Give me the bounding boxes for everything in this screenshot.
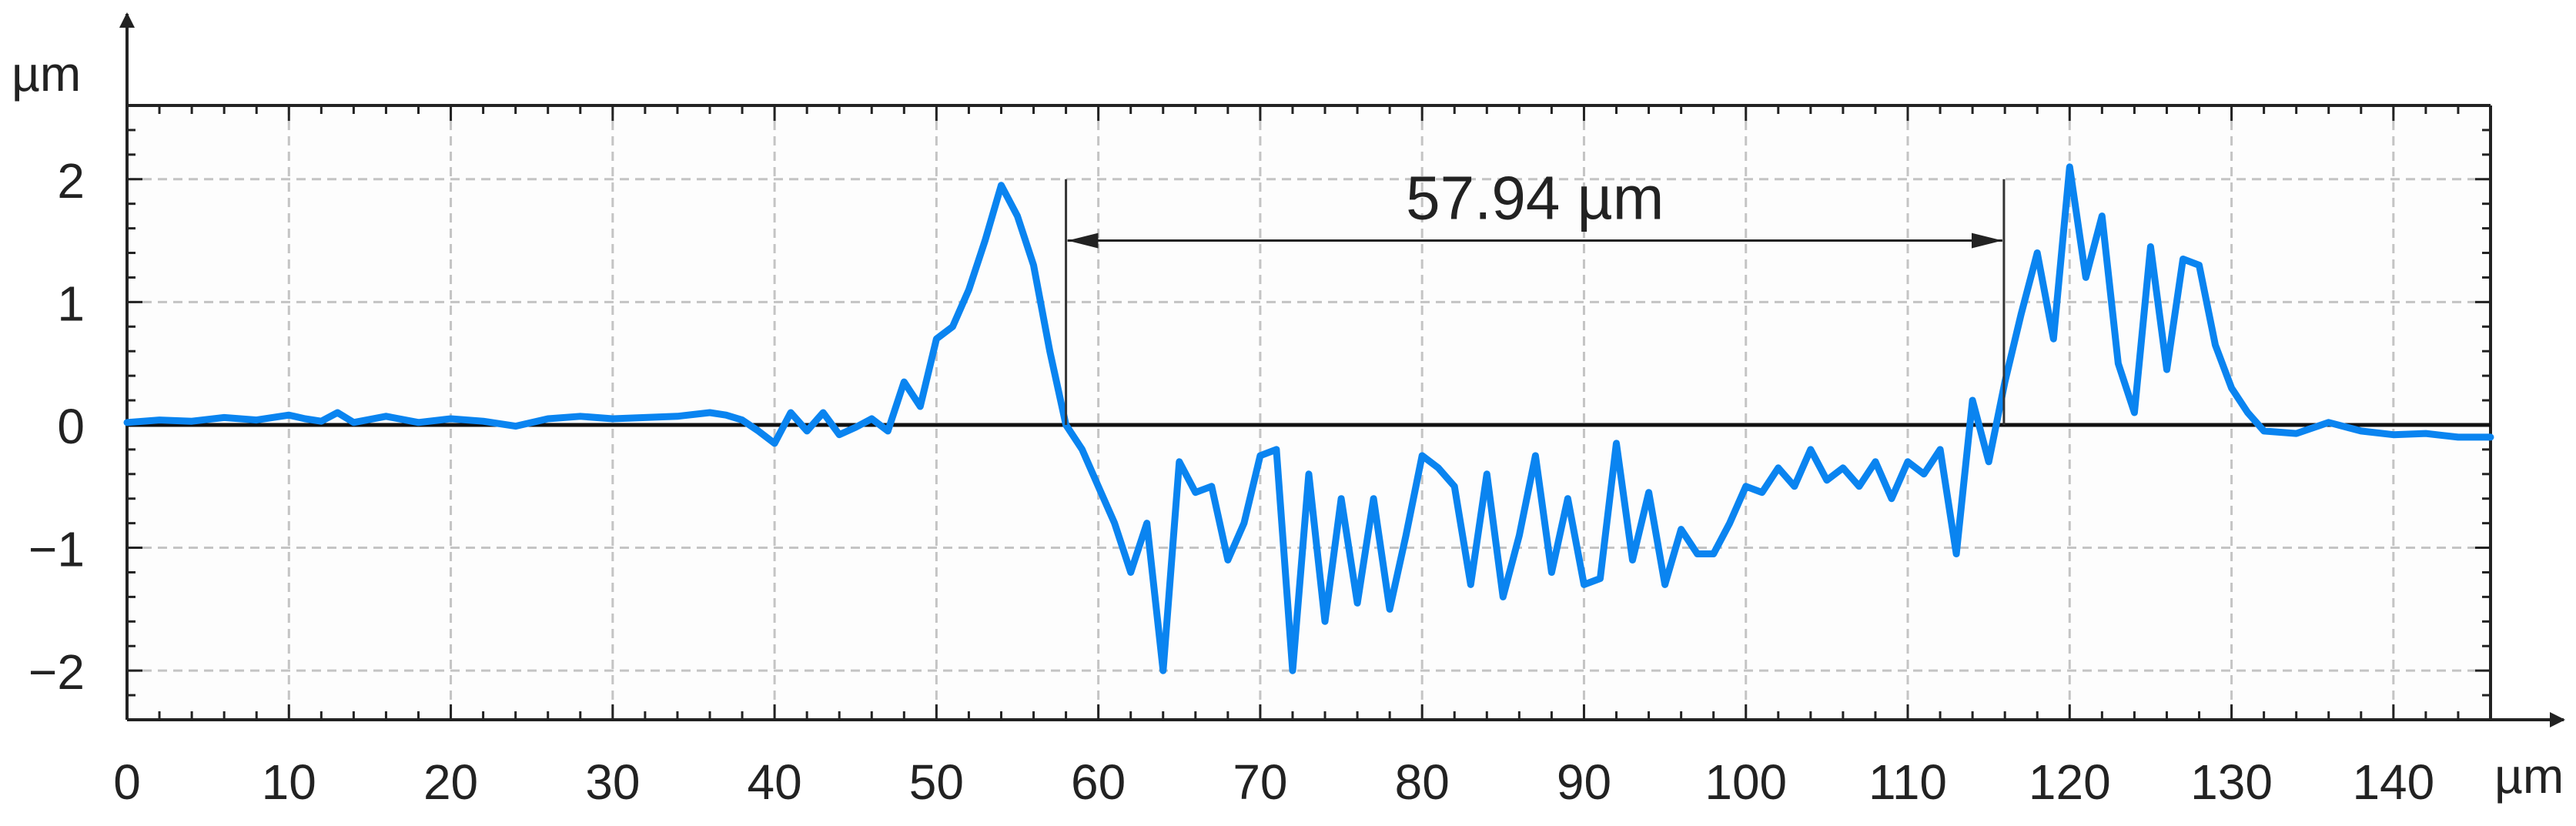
x-tick-label: 30	[585, 754, 640, 810]
x-tick-label: 10	[262, 754, 316, 810]
y-tick-label: −1	[28, 522, 85, 577]
x-tick-label: 60	[1071, 754, 1126, 810]
x-tick-label: 40	[748, 754, 802, 810]
x-tick-label: 80	[1395, 754, 1450, 810]
x-tick-label: 130	[2190, 754, 2273, 810]
x-tick-label: 0	[113, 754, 141, 810]
y-tick-label: 1	[57, 276, 85, 331]
x-tick-label: 70	[1233, 754, 1287, 810]
x-tick-label: 140	[2352, 754, 2434, 810]
series-group	[123, 163, 2494, 674]
x-tick-label: 110	[1868, 754, 1947, 810]
y-tick-label: −2	[28, 644, 85, 700]
grid	[125, 105, 2491, 720]
plot-area	[127, 105, 2491, 720]
tick-labels: 0 10 20 30 40 50 60 70 80 90 100 110 120 130 140 −2 −1 0 1…	[12, 46, 2564, 810]
axes	[119, 12, 2565, 727]
profile-series-line	[123, 163, 2494, 674]
y-tick-label: 2	[57, 153, 85, 209]
x-tick-label: 120	[2029, 754, 2111, 810]
dimension-annotation: 57.94 µm	[1065, 164, 2006, 425]
x-tick-label: 20	[423, 754, 478, 810]
y-tick-label: 0	[57, 399, 85, 454]
x-tick-label: 50	[909, 754, 964, 810]
y-unit-label: µm	[12, 46, 81, 102]
x-unit-label: µm	[2494, 748, 2564, 804]
x-tick-label: 100	[1705, 754, 1787, 810]
dimension-label: 57.94 µm	[1406, 164, 1664, 232]
x-tick-label: 90	[1557, 754, 1611, 810]
